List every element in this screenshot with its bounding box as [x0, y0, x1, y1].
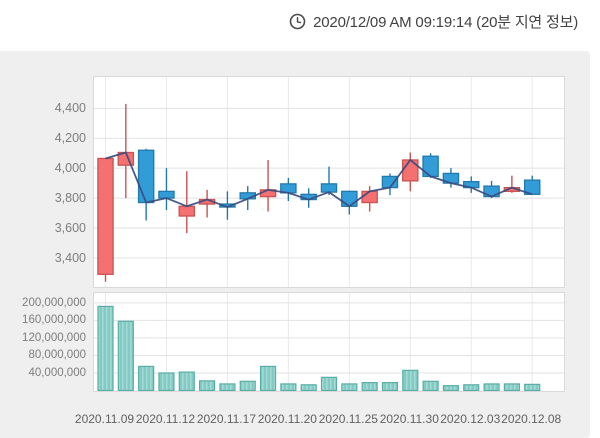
volume-bar [381, 382, 399, 391]
volume-bar [138, 365, 155, 391]
volume-axis-label: 80,000,000 [28, 349, 86, 362]
volume-axis-label: 40,000,000 [28, 366, 86, 379]
volume-bar [198, 380, 216, 391]
volume-bar [259, 365, 277, 391]
close-price-line [105, 151, 533, 208]
volume-bar [239, 380, 256, 391]
volume-axis-label: 120,000,000 [22, 331, 86, 344]
date-axis-label: 2020.12.03 [440, 412, 501, 426]
volume-bar [361, 382, 378, 391]
candlestick [361, 190, 378, 204]
volume-bar [442, 385, 460, 391]
price-axis-label: 3,600 [54, 220, 86, 235]
volume-axis-label: 160,000,000 [22, 314, 86, 327]
candlestick [97, 157, 114, 275]
volume-bar [483, 383, 500, 391]
date-axis-label: 2020.11.17 [196, 412, 256, 426]
volume-bar [341, 383, 358, 391]
candlestick [422, 155, 439, 178]
volume-bar [422, 380, 439, 391]
volume-bar [178, 371, 195, 391]
clock-icon [289, 13, 306, 29]
volume-bar [97, 305, 114, 391]
date-axis-label: 2020.11.09 [74, 412, 135, 426]
price-axis-label: 4,000 [54, 161, 86, 176]
candlestick [381, 175, 399, 189]
candlestick [137, 149, 155, 204]
date-axis-label: 2020.11.20 [257, 412, 317, 426]
volume-bar [117, 320, 134, 391]
volume-bar [300, 384, 317, 391]
volume-bar [280, 383, 297, 391]
chart-header: 2020/12/09 AM 09:19:14 (20분 지연 정보) [289, 10, 578, 32]
price-axis-label: 3,800 [54, 191, 86, 206]
date-axis-label: 2020.11.25 [318, 412, 378, 426]
price-axis-label: 4,400 [54, 101, 86, 116]
volume-bar [524, 383, 541, 391]
volume-chart[interactable] [93, 292, 565, 392]
candlestick [341, 190, 358, 207]
date-axis-label: 2020.12.08 [501, 412, 562, 426]
price-axis-label: 4,200 [54, 131, 86, 146]
candlestick [320, 183, 338, 193]
volume-bar [158, 372, 175, 391]
date-axis-label: 2020.11.30 [379, 412, 439, 426]
volume-bar [503, 383, 520, 391]
candlestick [402, 159, 419, 182]
volume-axis-label: 200,000,000 [22, 296, 86, 309]
price-axis-label: 3,400 [54, 250, 86, 265]
volume-bar [463, 384, 480, 391]
volume-bar [402, 369, 419, 391]
candlestick [178, 205, 196, 217]
volume-bar [219, 383, 236, 391]
date-axis-label: 2020.11.12 [135, 412, 196, 426]
header-timestamp: 2020/12/09 AM 09:19:14 (20분 지연 정보) [313, 13, 578, 31]
candlestick [158, 190, 175, 199]
price-chart[interactable] [93, 76, 565, 288]
volume-bar [320, 376, 338, 391]
